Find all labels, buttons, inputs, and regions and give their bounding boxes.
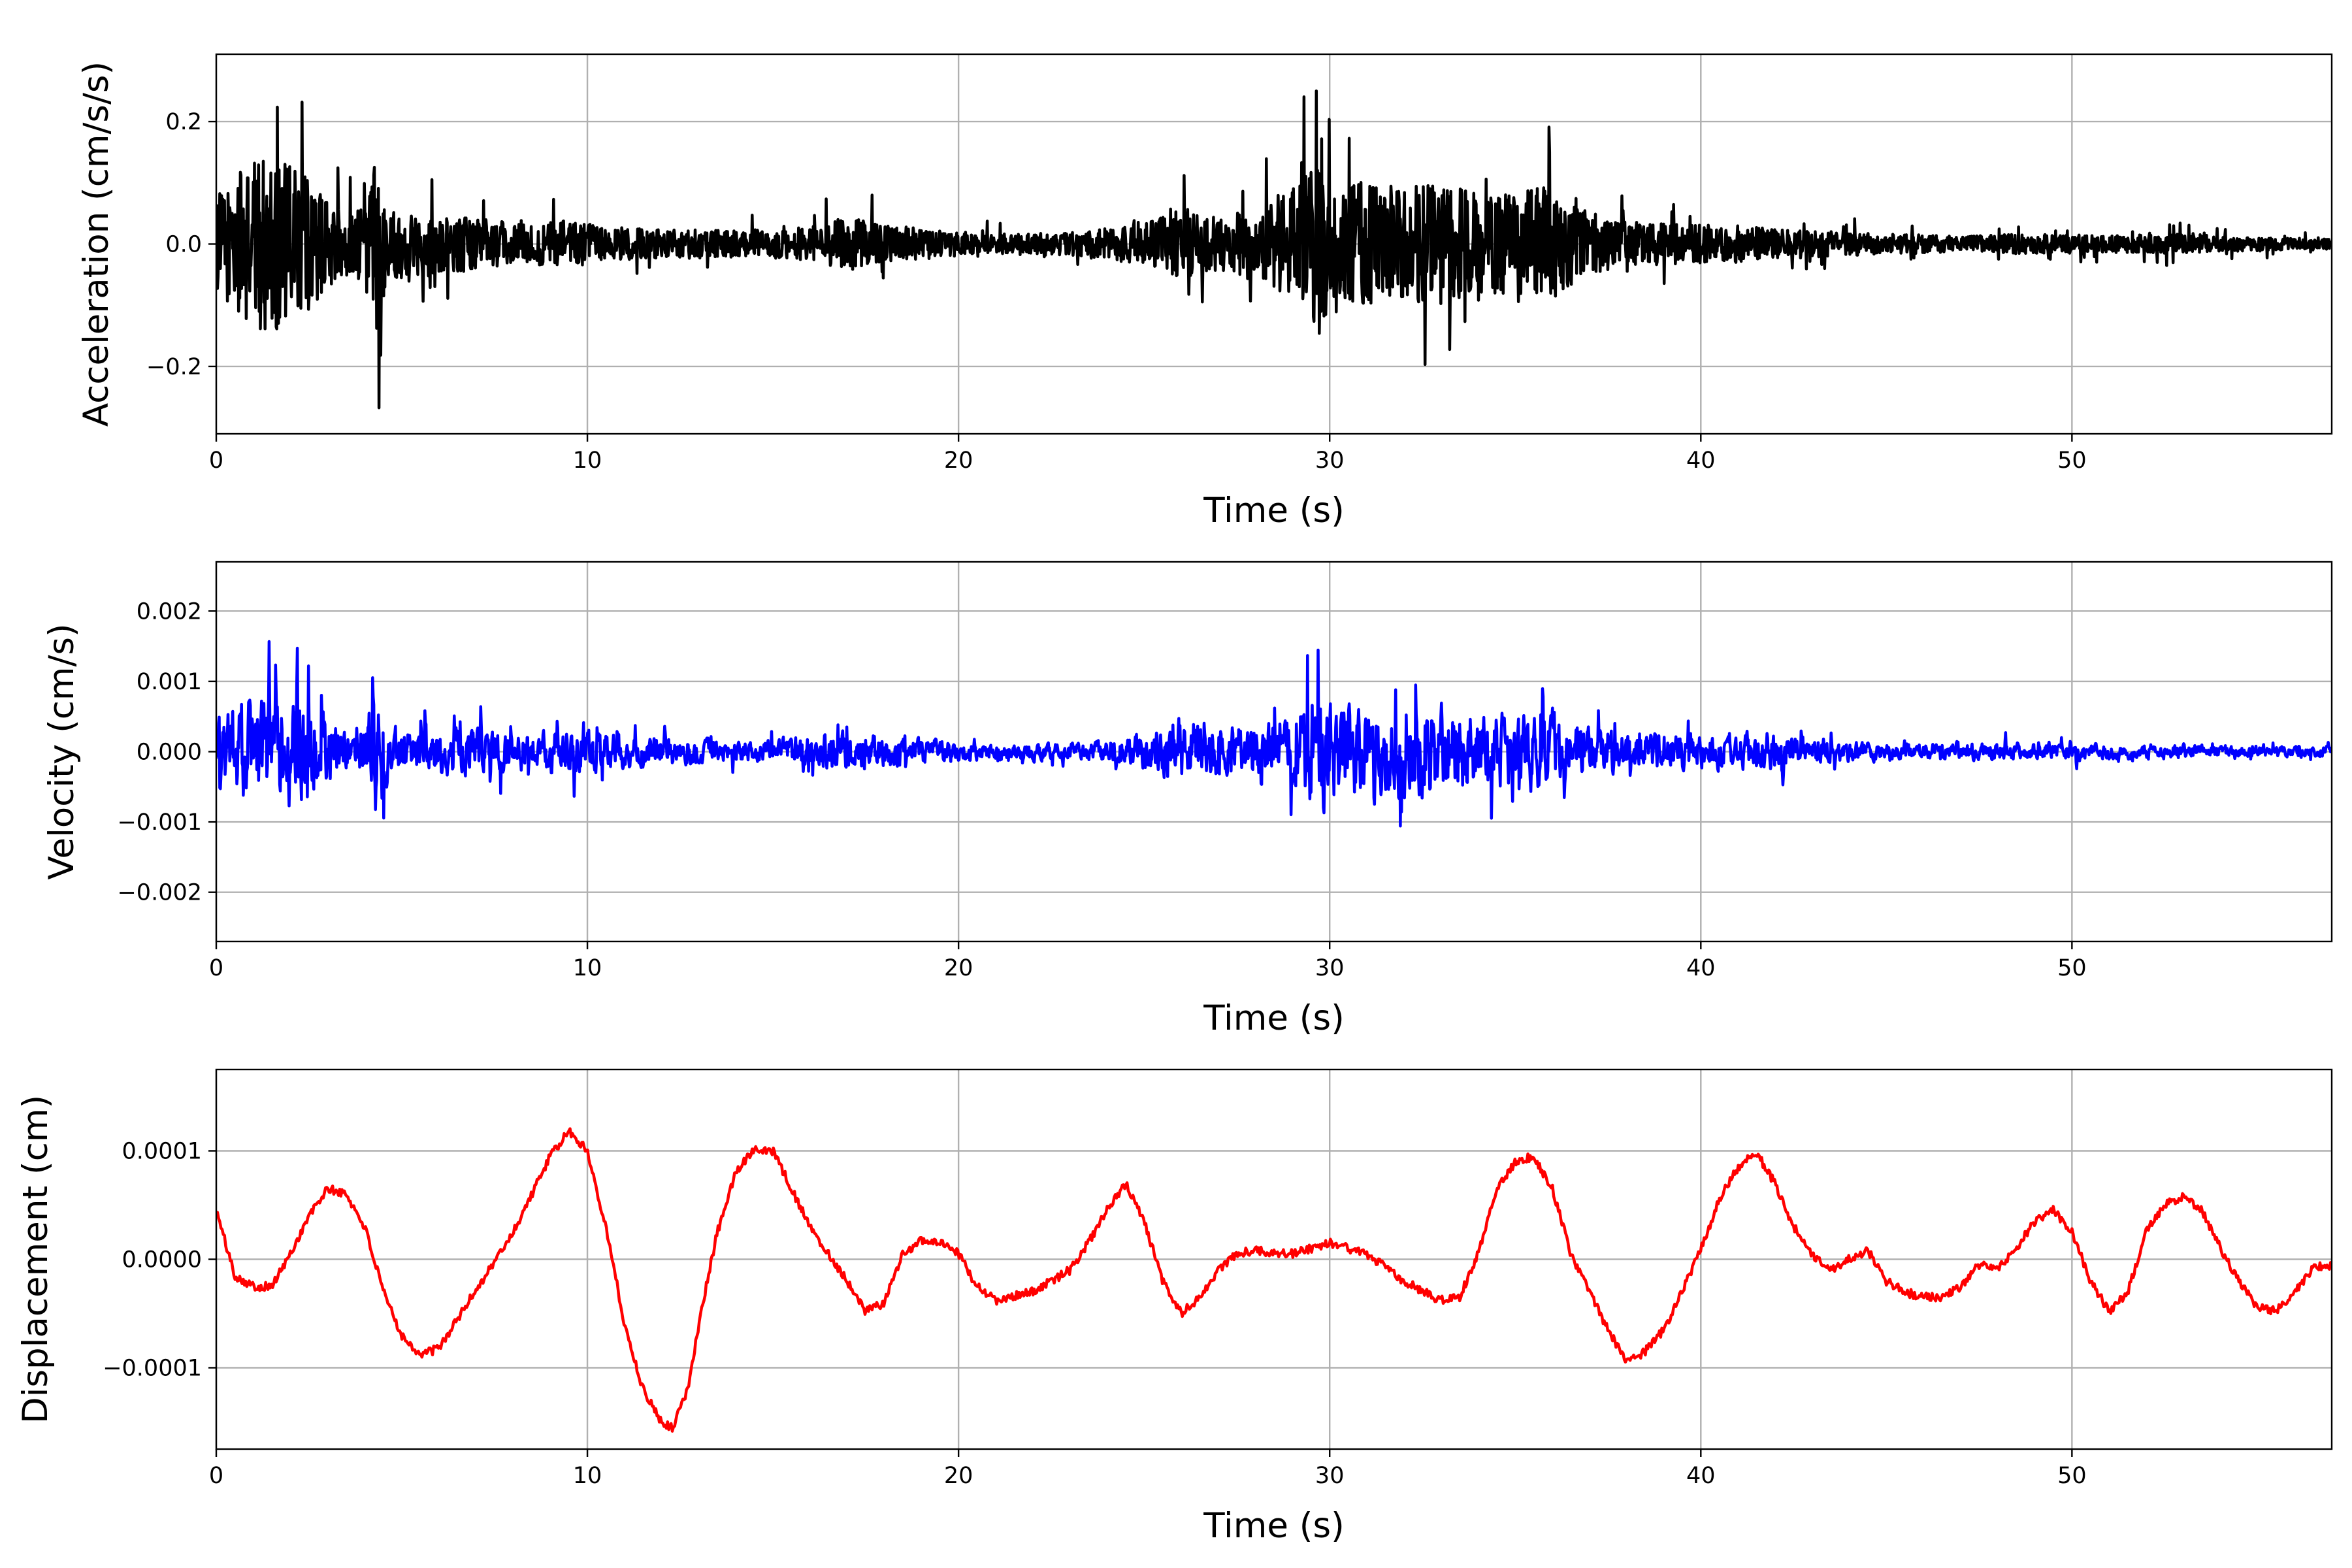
- y-tick-label: 0.002: [137, 598, 202, 625]
- y-tick-label: 0.0: [165, 232, 202, 258]
- x-tick-label: 50: [2057, 448, 2087, 474]
- y-tick-label: 0.2: [165, 109, 202, 135]
- x-tick-label: 40: [1686, 955, 1716, 981]
- x-axis-label: Time (s): [1203, 491, 1345, 531]
- panel-acceleration: 0 10 20 30 40 50 −0.2 0.0 0.2 Time (s) Acceleratio…: [76, 53, 2333, 531]
- x-tick-label: 0: [209, 955, 223, 981]
- x-tick-label: 20: [944, 1463, 973, 1489]
- y-tick-label: 0.0000: [122, 1247, 202, 1273]
- panel-displacement: 0 10 20 30 40 50 −0.0001 0.0000 0.0001 Time (s) Di…: [16, 1068, 2333, 1546]
- velocity-series-line: [216, 640, 2332, 828]
- x-tick-label: 30: [1315, 448, 1345, 474]
- x-tick-label: 10: [573, 1463, 602, 1489]
- x-axis-label: Time (s): [1203, 1506, 1345, 1546]
- x-tick-label: 50: [2057, 1463, 2087, 1489]
- panel-velocity: 0 10 20 30 40 50 −0.002 −0.001 0.000 0.001 0.002 Ti…: [42, 561, 2333, 1038]
- x-tick-label: 50: [2057, 955, 2087, 981]
- y-axis-label: Acceleration (cm/s/s): [76, 61, 116, 427]
- x-tick-label: 20: [944, 955, 973, 981]
- x-tick-label: 10: [573, 448, 602, 474]
- y-tick-label: 0.0001: [122, 1139, 202, 1165]
- x-tick-label: 30: [1315, 955, 1345, 981]
- y-tick-label: 0.000: [137, 740, 202, 766]
- y-tick-label: −0.001: [117, 809, 202, 836]
- x-tick-label: 10: [573, 955, 602, 981]
- x-tick-label: 40: [1686, 448, 1716, 474]
- x-tick-label: 40: [1686, 1463, 1716, 1489]
- y-tick-label: 0.001: [137, 669, 202, 695]
- y-axis-label: Displacement (cm): [16, 1095, 56, 1424]
- panels: 0 10 20 30 40 50 −0.2 0.0 0.2 Time (s) Acceleratio…: [16, 53, 2333, 1546]
- y-tick-label: −0.0001: [103, 1356, 202, 1382]
- displacement-series-line: [216, 1127, 2332, 1433]
- x-tick-label: 20: [944, 448, 973, 474]
- x-tick-label: 0: [209, 1463, 223, 1489]
- x-tick-label: 30: [1315, 1463, 1345, 1489]
- acceleration-series-line: [216, 89, 2332, 410]
- x-axis-label: Time (s): [1203, 998, 1345, 1038]
- y-axis-label: Velocity (cm/s): [42, 623, 82, 879]
- y-tick-label: −0.2: [146, 354, 202, 380]
- x-tick-label: 0: [209, 448, 223, 474]
- y-tick-label: −0.002: [117, 880, 202, 906]
